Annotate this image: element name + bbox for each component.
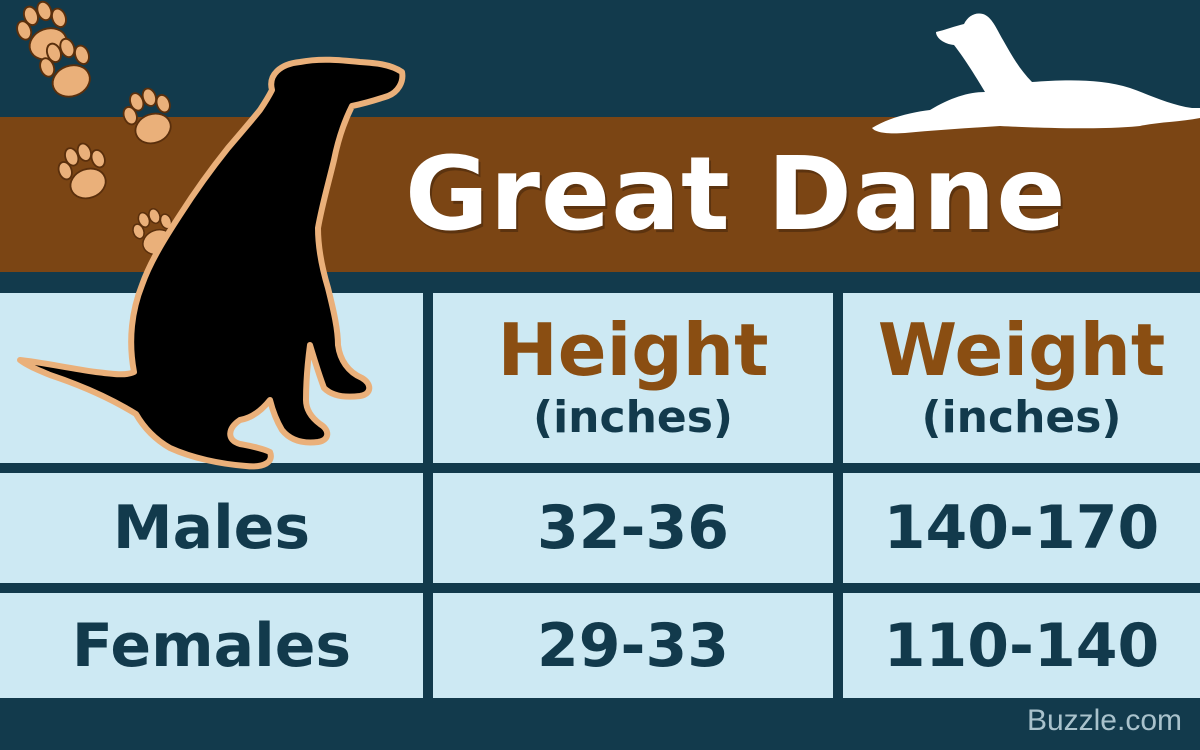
height-unit: (inches): [532, 392, 734, 443]
females-weight-value: 110-140: [883, 610, 1160, 681]
page-title: Great Dane: [405, 135, 1067, 254]
row-label-females: Females: [71, 610, 352, 681]
row-label-cell: Females: [0, 593, 423, 698]
value-cell: 29-33: [433, 593, 833, 698]
row-label-males: Males: [112, 493, 311, 563]
males-weight-value: 140-170: [883, 493, 1160, 563]
height-header: Height: [497, 308, 769, 392]
header-weight-cell: Weight (inches): [843, 293, 1200, 463]
weight-header: Weight: [877, 308, 1166, 392]
females-height-value: 29-33: [537, 610, 729, 681]
males-height-value: 32-36: [537, 493, 729, 563]
sitting-dog-silhouette: [17, 56, 406, 470]
value-cell: 110-140: [843, 593, 1200, 698]
source-credit: Buzzle.com: [1026, 704, 1182, 737]
header-height-cell: Height (inches): [433, 293, 833, 463]
value-cell: 140-170: [843, 473, 1200, 583]
row-label-cell: Males: [0, 473, 423, 583]
paw-print-icon: [116, 82, 182, 151]
paw-print-icon: [51, 137, 117, 206]
value-cell: 32-36: [433, 473, 833, 583]
weight-unit: (inches): [921, 392, 1122, 443]
lying-dog-silhouette: [872, 13, 1200, 134]
